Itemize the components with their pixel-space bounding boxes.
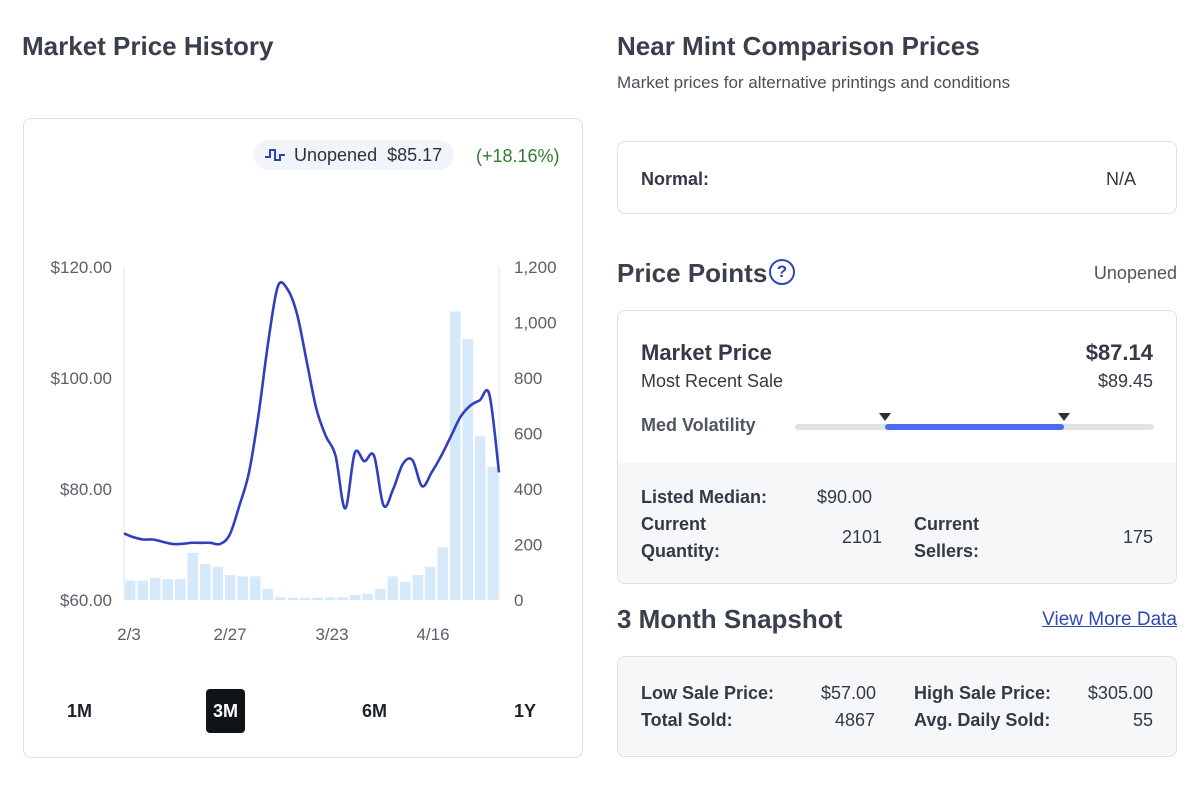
comparison-prices-title: Near Mint Comparison Prices	[617, 31, 980, 61]
legend-pill[interactable]: Unopened $85.17	[254, 140, 455, 170]
x-tick-label: 2/3	[117, 625, 141, 644]
range-button-1y[interactable]: 1Y	[514, 700, 537, 721]
price-line	[123, 280, 501, 546]
volume-bar	[150, 577, 161, 600]
volume-bar	[125, 580, 136, 600]
volume-bar	[175, 579, 186, 600]
volume-bar	[425, 566, 436, 600]
volume-bar	[162, 579, 173, 600]
recent-sale-label: Most Recent Sale	[641, 371, 784, 391]
snapshot-title: 3 Month Snapshot	[617, 604, 843, 634]
y-left-tick-label: $60.00	[60, 591, 112, 610]
volume-bar	[200, 563, 211, 600]
y-left-tick-label: $80.00	[60, 480, 112, 499]
low-sale-value: $57.00	[821, 683, 877, 703]
y-right-tick-label: 200	[514, 536, 542, 555]
volume-bar	[362, 593, 373, 600]
volume-bar	[487, 466, 498, 600]
y-right-tick-label: 800	[514, 369, 542, 388]
legend-change: (+18.16%)	[476, 146, 560, 166]
snapshot-card: Low Sale Price: $57.00 High Sale Price: …	[617, 656, 1177, 757]
volume-bar	[250, 576, 261, 600]
low-sale-label: Low Sale Price:	[641, 683, 775, 703]
legend-label: Unopened	[294, 144, 378, 165]
volume-bar	[325, 597, 336, 600]
volume-bar	[475, 436, 486, 600]
price-history-chart-card: Unopened $85.17 (+18.16%) $120.00 $100.00…	[23, 118, 583, 758]
volume-bar	[337, 597, 348, 600]
total-sold-label: Total Sold:	[641, 710, 733, 730]
current-sellers-label-2: Sellers:	[914, 541, 980, 561]
market-price-value: $87.14	[1085, 340, 1153, 365]
volatility-marker-high	[1058, 413, 1071, 421]
volume-bar	[137, 580, 148, 600]
volume-bar	[237, 576, 248, 600]
y-right-tick-label: 1,200	[514, 258, 557, 277]
price-points-card: Market Price $87.14 Most Recent Sale $89…	[617, 310, 1177, 584]
price-history-chart: $120.00 $100.00 $80.00 $60.00 1,200 1,000 800 6…	[51, 258, 557, 644]
volume-bar	[375, 588, 386, 600]
volatility-marker-low	[878, 413, 891, 421]
high-sale-label: High Sale Price:	[914, 683, 1052, 703]
x-tick-label: 3/23	[315, 625, 348, 644]
current-quantity-label-1: Current	[641, 514, 707, 534]
x-tick-label: 2/27	[213, 625, 246, 644]
listed-median-value: $90.00	[817, 487, 873, 507]
price-points-details: Listed Median: $90.00 Current Quantity: …	[618, 463, 1176, 583]
current-quantity-label-2: Quantity:	[641, 541, 720, 561]
volume-bar	[275, 597, 286, 600]
line-chart-icon	[265, 149, 285, 161]
volume-bar	[462, 339, 473, 600]
total-sold-value: 4867	[835, 710, 876, 730]
volume-bar	[262, 588, 273, 600]
high-sale-value: $305.00	[1087, 683, 1153, 703]
range-button-6m[interactable]: 6M	[362, 700, 388, 721]
volume-bar	[412, 575, 423, 600]
y-right-tick-label: 1,000	[514, 314, 557, 333]
normal-label: Normal:	[641, 169, 710, 189]
y-right-tick-label: 400	[514, 480, 542, 499]
range-button-1m[interactable]: 1M	[67, 700, 93, 721]
current-sellers-value: 175	[1122, 527, 1153, 547]
recent-sale-value: $89.45	[1097, 371, 1153, 391]
market-price-label: Market Price	[641, 340, 772, 365]
listed-median-label: Listed Median:	[641, 487, 768, 507]
volume-bar	[300, 597, 311, 600]
volatility-bar	[795, 413, 1154, 430]
volume-bar	[400, 581, 411, 600]
normal-price-card: Normal: N/A	[617, 141, 1177, 214]
help-icon[interactable]: ?	[769, 259, 795, 285]
price-points-title: Price Points	[617, 258, 768, 288]
avg-daily-sold-value: 55	[1132, 710, 1153, 730]
volume-bar	[312, 597, 323, 600]
volatility-fill	[884, 424, 1065, 430]
range-button-3m[interactable]: 3M	[206, 689, 246, 733]
y-left-tick-label: $120.00	[51, 258, 112, 277]
avg-daily-sold-label: Avg. Daily Sold:	[914, 710, 1051, 730]
volume-bar	[212, 566, 223, 600]
volume-bar	[437, 547, 448, 600]
legend-price: $85.17	[387, 144, 443, 165]
y-left-tick-label: $100.00	[51, 369, 112, 388]
x-tick-label: 4/16	[416, 625, 449, 644]
current-sellers-label-1: Current	[914, 514, 980, 534]
view-more-data-link[interactable]: View More Data	[1042, 609, 1177, 630]
volume-bar	[350, 595, 361, 600]
volume-bar	[225, 575, 236, 600]
volume-bar	[287, 597, 298, 600]
volume-bar	[387, 576, 398, 600]
comparison-prices-subtitle: Market prices for alternative printings …	[617, 73, 1011, 92]
market-price-history-title: Market Price History	[22, 31, 274, 61]
volume-bar	[187, 552, 198, 600]
y-right-tick-label: 0	[514, 591, 523, 610]
volatility-label: Med Volatility	[641, 415, 756, 435]
volume-bar	[450, 311, 461, 600]
y-right-tick-label: 600	[514, 425, 542, 444]
current-quantity-value: 2101	[842, 527, 883, 547]
price-points-condition: Unopened	[1093, 263, 1177, 283]
normal-value: N/A	[1105, 169, 1136, 189]
